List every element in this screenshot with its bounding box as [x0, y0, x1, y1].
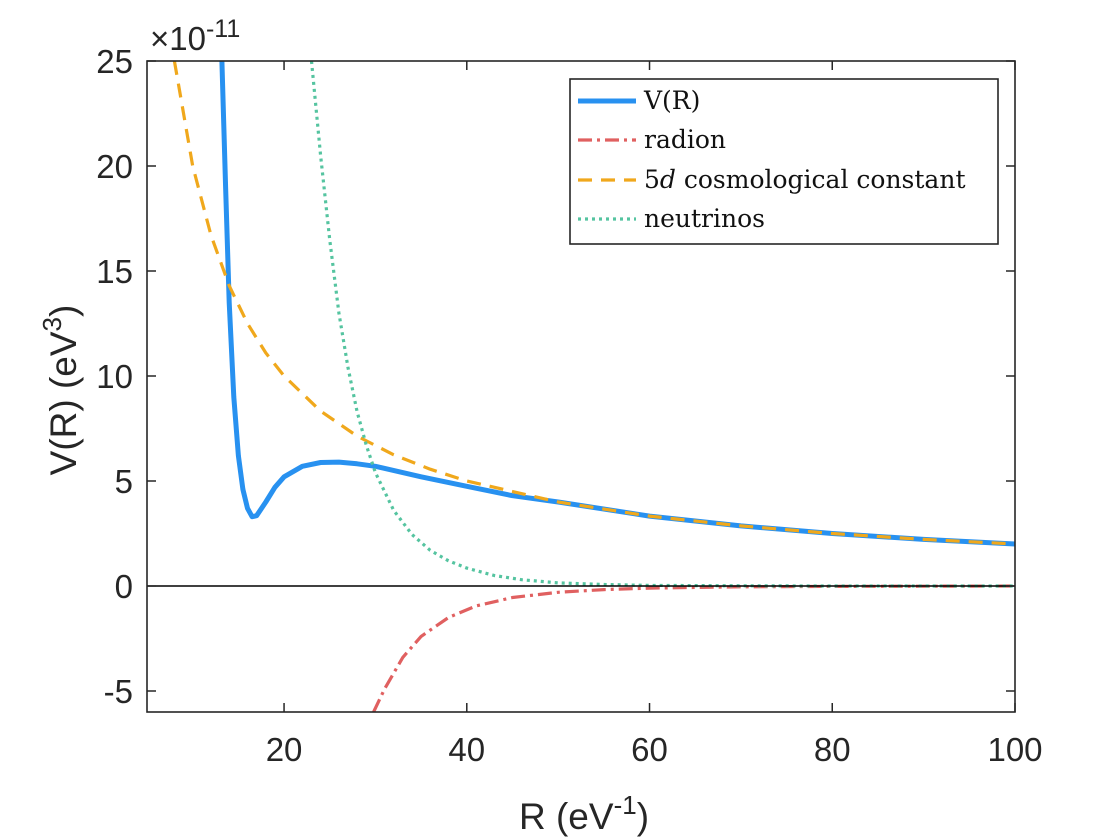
y-tick-label: 5: [115, 463, 133, 500]
y-tick-label: 20: [96, 148, 133, 185]
x-axis-label-base: R (eV: [519, 796, 614, 837]
y-multiplier-exponent: -11: [206, 15, 240, 43]
x-tick-label: 100: [987, 731, 1042, 768]
legend-label-5d-num: 5: [644, 165, 660, 194]
y-multiplier-base: ×10: [150, 20, 206, 57]
legend: V(R) radion 5d cosmological constant neu…: [569, 78, 999, 245]
y-axis-label-base: V(R) (eV: [43, 331, 84, 475]
plot-area: [146, 60, 1016, 713]
legend-label-v-r: V(R): [643, 86, 700, 115]
x-tick-label: 60: [631, 731, 668, 768]
y-axis-label: V(R) (eV3): [37, 305, 84, 476]
y-multiplier: ×10-11: [150, 15, 240, 57]
legend-label-radion: radion: [644, 125, 726, 154]
y-tick-label: 10: [96, 358, 133, 395]
x-axis-label: R (eV-1): [519, 790, 649, 837]
legend-label-neutrinos: neutrinos: [644, 204, 765, 233]
y-tick-label: 0: [115, 568, 133, 605]
legend-box: [569, 78, 999, 245]
y-tick-label: -5: [104, 673, 133, 710]
y-tick-label: 15: [96, 253, 133, 290]
legend-label-5d-cosmological-constant: 5d cosmological constant: [644, 165, 966, 194]
x-tick-label: 80: [814, 731, 851, 768]
y-axis-label-sup: 3: [37, 317, 67, 331]
x-tick-label: 40: [448, 731, 485, 768]
x-axis-label-sup: -1: [614, 790, 637, 820]
y-tick-label: 25: [96, 43, 133, 80]
x-axis-label-end: ): [637, 796, 649, 837]
ticks-group: 20 40 60 80 100 -5 0 5 10 15 20 25: [96, 43, 1042, 768]
plot-frame: [146, 60, 1016, 713]
y-axis-label-end: ): [43, 305, 84, 317]
x-tick-label: 20: [266, 731, 303, 768]
legend-label-5d-rest: cosmological constant: [676, 165, 966, 194]
series-line-radion: [372, 584, 1015, 712]
legend-label-5d-var: d: [660, 165, 676, 194]
